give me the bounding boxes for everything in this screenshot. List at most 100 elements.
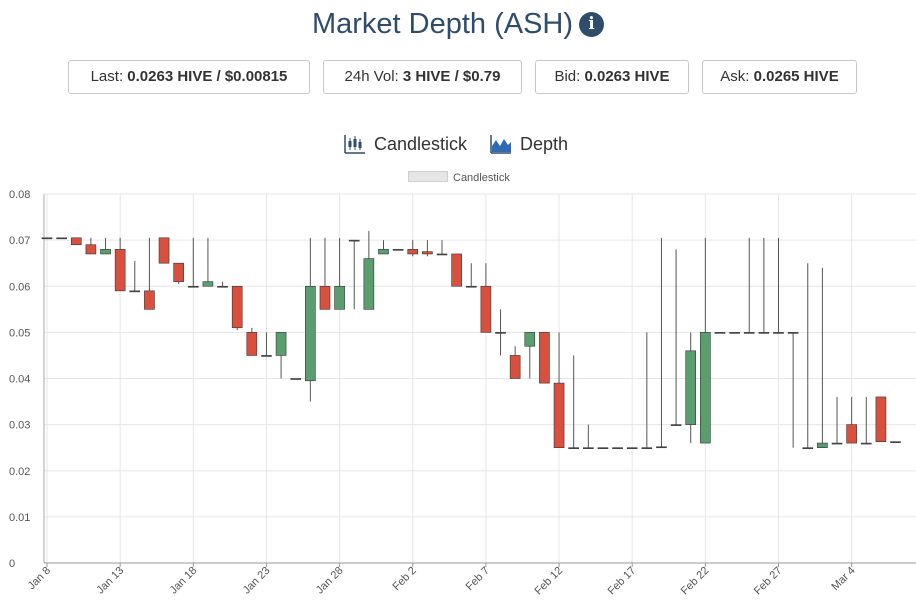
- x-tick-label: Feb 27: [752, 565, 785, 598]
- depth-chart-icon: [490, 135, 511, 154]
- candle[interactable]: [56, 237, 67, 240]
- candle-body: [641, 447, 653, 449]
- candle[interactable]: [758, 237, 770, 334]
- candle-body: [583, 447, 594, 449]
- candle-body: [817, 442, 828, 448]
- x-tick-label: Jan 13: [94, 565, 126, 597]
- candle[interactable]: [246, 327, 258, 356]
- volume-label: 24h Vol:: [344, 68, 403, 85]
- candle[interactable]: [378, 240, 389, 255]
- candle[interactable]: [539, 332, 550, 384]
- candle[interactable]: [524, 332, 536, 379]
- candle[interactable]: [714, 332, 726, 334]
- candle[interactable]: [41, 237, 53, 240]
- candle[interactable]: [188, 237, 199, 288]
- x-tick-label: Jan 23: [241, 565, 273, 597]
- legend-label: Candlestick: [453, 172, 510, 184]
- candle[interactable]: [495, 309, 506, 356]
- candle-body: [495, 332, 506, 334]
- candle-body: [451, 253, 462, 287]
- candle[interactable]: [436, 240, 448, 256]
- candle[interactable]: [846, 396, 857, 444]
- candle[interactable]: [451, 253, 462, 287]
- candle[interactable]: [597, 447, 609, 449]
- candle[interactable]: [553, 332, 565, 448]
- candle[interactable]: [348, 239, 360, 310]
- candle[interactable]: [407, 240, 419, 257]
- candle[interactable]: [217, 281, 228, 288]
- candle-body: [363, 258, 375, 310]
- candle[interactable]: [480, 263, 492, 333]
- candle[interactable]: [114, 237, 126, 292]
- candle-body: [597, 447, 609, 449]
- candle[interactable]: [685, 332, 697, 444]
- tab-depth[interactable]: Depth: [490, 132, 568, 156]
- candle[interactable]: [100, 237, 111, 255]
- candle[interactable]: [641, 332, 653, 449]
- candle[interactable]: [860, 396, 872, 445]
- info-icon[interactable]: i: [579, 12, 605, 37]
- candle-body: [378, 249, 389, 255]
- ask-value: 0.0265 HIVE: [753, 68, 839, 85]
- candle-body: [290, 378, 302, 380]
- candle-body: [100, 249, 111, 255]
- candle[interactable]: [422, 240, 433, 257]
- candle[interactable]: [334, 237, 345, 310]
- y-tick-label: 0.05: [9, 327, 30, 339]
- candle[interactable]: [129, 260, 141, 293]
- candle[interactable]: [144, 237, 155, 310]
- candle[interactable]: [626, 447, 638, 449]
- tab-candlestick-label: Candlestick: [374, 134, 468, 154]
- candle-body: [129, 290, 141, 293]
- y-tick-label: 0: [9, 558, 15, 570]
- candle-body: [553, 382, 565, 448]
- candle[interactable]: [173, 262, 184, 284]
- candle[interactable]: [817, 267, 828, 448]
- candle[interactable]: [890, 441, 901, 443]
- candle[interactable]: [158, 237, 170, 264]
- chart-legend[interactable]: Candlestick: [408, 171, 510, 185]
- y-tick-label: 0.08: [9, 189, 30, 201]
- candle[interactable]: [509, 346, 521, 379]
- candle[interactable]: [85, 237, 97, 255]
- candle[interactable]: [568, 355, 579, 449]
- candle[interactable]: [831, 396, 843, 445]
- candle[interactable]: [392, 249, 404, 251]
- candle-body: [685, 350, 697, 425]
- y-tick-label: 0.02: [9, 466, 30, 478]
- candle-body: [305, 285, 316, 382]
- candle[interactable]: [875, 396, 887, 442]
- candle-body: [70, 237, 82, 246]
- y-tick-label: 0.04: [9, 374, 30, 386]
- candle-body: [758, 332, 770, 334]
- tab-candlestick[interactable]: Candlestick: [344, 132, 467, 156]
- candle[interactable]: [231, 285, 243, 331]
- candle[interactable]: [670, 249, 682, 426]
- candle[interactable]: [787, 332, 799, 448]
- candle[interactable]: [363, 230, 375, 310]
- candle[interactable]: [802, 263, 814, 449]
- candle[interactable]: [773, 237, 784, 334]
- candle[interactable]: [305, 237, 316, 402]
- candle-body: [539, 332, 550, 384]
- candle[interactable]: [743, 237, 755, 334]
- candle[interactable]: [729, 332, 740, 334]
- candle[interactable]: [261, 332, 272, 357]
- candle[interactable]: [612, 447, 623, 449]
- candle[interactable]: [465, 263, 477, 288]
- candle[interactable]: [290, 378, 302, 380]
- candle[interactable]: [656, 237, 667, 449]
- candle[interactable]: [700, 237, 711, 444]
- candle[interactable]: [275, 332, 287, 379]
- candle-body: [114, 249, 126, 292]
- y-tick-label: 0.01: [9, 512, 30, 524]
- candle-body: [831, 442, 843, 445]
- candle[interactable]: [202, 237, 214, 287]
- candle[interactable]: [319, 237, 331, 310]
- candlestick-chart[interactable]: 0 0.01 0.02 0.03 0.04 0.05 0.06 0.07 0.08 Jan 8 Ja…: [0, 180, 916, 616]
- candle[interactable]: [583, 424, 594, 449]
- candle[interactable]: [70, 237, 82, 246]
- candle-body: [875, 396, 887, 442]
- candle-body: [319, 285, 331, 310]
- candle-body: [787, 332, 799, 334]
